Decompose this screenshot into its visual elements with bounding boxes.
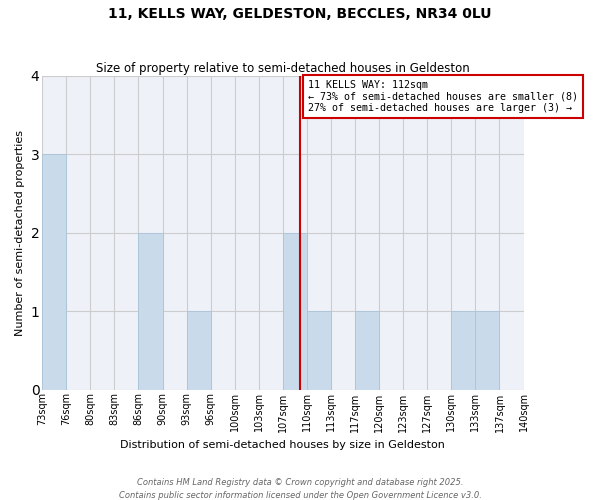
Bar bbox=[139, 232, 163, 390]
Bar bbox=[355, 311, 379, 390]
Bar bbox=[451, 311, 475, 390]
X-axis label: Distribution of semi-detached houses by size in Geldeston: Distribution of semi-detached houses by … bbox=[121, 440, 445, 450]
Bar bbox=[307, 311, 331, 390]
Bar bbox=[187, 311, 211, 390]
Bar bbox=[42, 154, 66, 390]
Text: 11, KELLS WAY, GELDESTON, BECCLES, NR34 0LU: 11, KELLS WAY, GELDESTON, BECCLES, NR34 … bbox=[108, 8, 492, 22]
Bar bbox=[475, 311, 499, 390]
Title: Size of property relative to semi-detached houses in Geldeston: Size of property relative to semi-detach… bbox=[96, 62, 470, 74]
Text: Contains HM Land Registry data © Crown copyright and database right 2025.
Contai: Contains HM Land Registry data © Crown c… bbox=[119, 478, 481, 500]
Y-axis label: Number of semi-detached properties: Number of semi-detached properties bbox=[15, 130, 25, 336]
Text: 11 KELLS WAY: 112sqm
← 73% of semi-detached houses are smaller (8)
27% of semi-d: 11 KELLS WAY: 112sqm ← 73% of semi-detac… bbox=[308, 80, 578, 113]
Bar bbox=[283, 232, 307, 390]
